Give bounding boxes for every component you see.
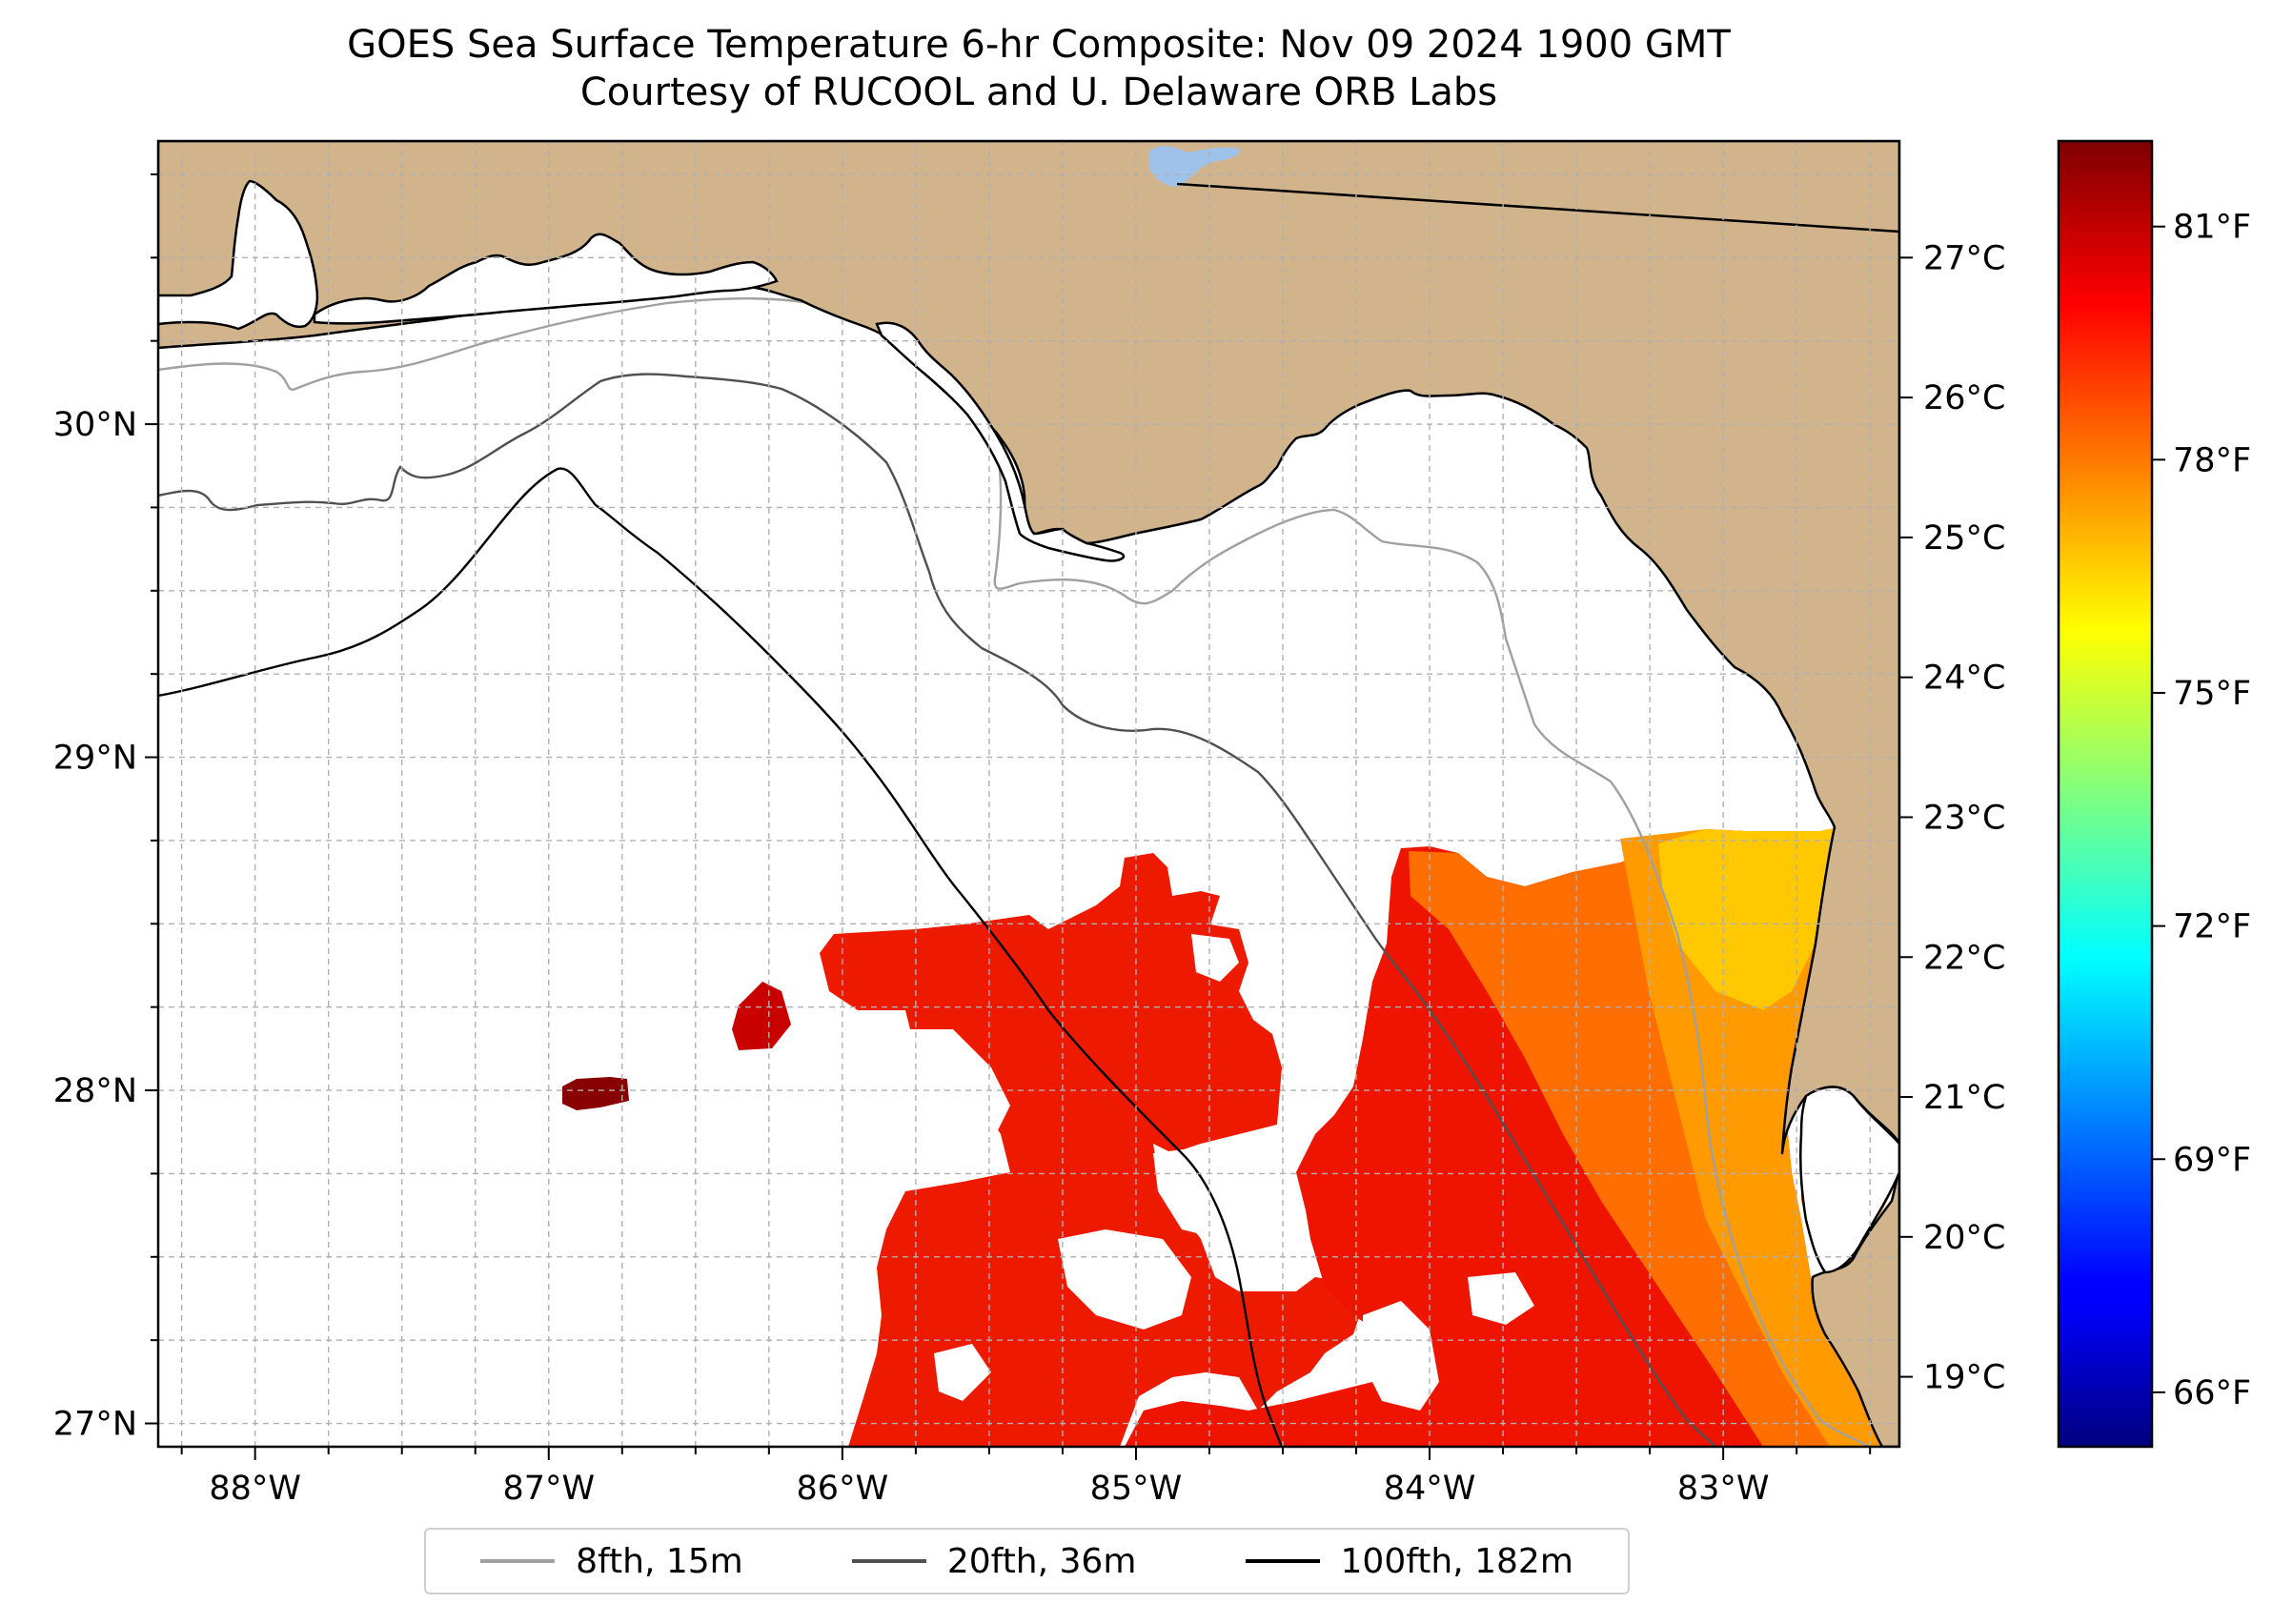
bathymetry-contours xyxy=(158,297,1869,1447)
legend-label-8fth: 8fth, 15m xyxy=(576,1541,743,1581)
colorbar xyxy=(2057,139,2154,1449)
sst-patch-west-extension xyxy=(732,982,791,1050)
map-area xyxy=(158,141,1899,1447)
sst-patch-nearshore-cool xyxy=(1658,827,1839,1010)
map-title: GOES Sea Surface Temperature 6-hr Compos… xyxy=(0,21,2078,116)
apalachicola-bay-water xyxy=(875,321,1126,562)
colorbar-f-tick-label: 81°F xyxy=(2173,209,2251,247)
lon-tick-label: 85°W xyxy=(1090,1470,1183,1508)
legend-label-100fth: 100fth, 182m xyxy=(1340,1541,1573,1581)
colorbar-c-tick-label: 23°C xyxy=(1923,799,2005,837)
sst-gap xyxy=(934,1344,991,1401)
lon-tick-label: 88°W xyxy=(209,1470,301,1508)
lon-tick-label: 87°W xyxy=(502,1470,595,1508)
sst-gap xyxy=(1153,1148,1239,1239)
sst-gap xyxy=(872,1029,1010,1158)
legend-swatch-100fth xyxy=(1245,1559,1320,1563)
lon-tick-label: 83°W xyxy=(1677,1470,1770,1508)
state-border xyxy=(1176,182,1899,233)
title-line-2: Courtesy of RUCOOL and U. Delaware ORB L… xyxy=(579,71,1498,114)
bay-water xyxy=(313,233,779,325)
longitude-axis: 88°W 87°W 86°W 85°W 84°W 83°W xyxy=(180,1447,1872,1508)
legend-item-100fth: 100fth, 182m xyxy=(1245,1541,1573,1581)
colorbar-celsius-axis: 19°C 20°C 21°C 22°C 23°C 24°C 25°C 26°C 27°C xyxy=(1899,239,2005,1397)
colorbar-c-tick-label: 20°C xyxy=(1923,1219,2005,1257)
lat-tick-label: 30°N xyxy=(53,406,137,444)
tampa-bay-water xyxy=(1799,1086,1899,1274)
colorbar-c-tick-label: 19°C xyxy=(1923,1359,2005,1397)
lon-tick-label: 84°W xyxy=(1384,1470,1476,1508)
colorbar-f-tick-label: 72°F xyxy=(2173,908,2251,946)
legend-swatch-20fth xyxy=(851,1559,926,1563)
latitude-axis: 27°N 28°N 29°N 30°N xyxy=(53,173,158,1444)
contour-legend: 8fth, 15m 20fth, 36m 100fth, 182m xyxy=(424,1528,1630,1594)
legend-item-20fth: 20fth, 36m xyxy=(851,1541,1137,1581)
colorbar-f-tick-label: 69°F xyxy=(2173,1141,2251,1179)
lake-seminole xyxy=(1148,146,1240,187)
sst-data-layer xyxy=(562,827,1899,1447)
sst-patch-east-mid xyxy=(1620,827,1882,1447)
sst-gap xyxy=(1468,1272,1534,1325)
lon-tick-label: 86°W xyxy=(797,1470,889,1508)
colorbar-c-tick-label: 22°C xyxy=(1923,939,2005,977)
sst-gap xyxy=(1363,1301,1439,1411)
map-gridlines xyxy=(158,141,1899,1447)
colorbar-c-tick-label: 26°C xyxy=(1923,379,2005,417)
sst-patch-warm-spot xyxy=(562,1077,629,1110)
map-frame xyxy=(156,139,1901,1449)
title-line-1: GOES Sea Surface Temperature 6-hr Compos… xyxy=(347,23,1731,67)
legend-item-8fth: 8fth, 15m xyxy=(480,1542,743,1581)
lat-tick-label: 29°N xyxy=(53,740,137,778)
colorbar-c-tick-label: 25°C xyxy=(1923,519,2005,558)
contour-8fth xyxy=(158,297,1869,1447)
contour-20fth xyxy=(158,373,1716,1447)
contour-100fth xyxy=(158,467,1284,1447)
lat-tick-label: 28°N xyxy=(53,1072,137,1110)
colorbar-c-tick-label: 24°C xyxy=(1923,660,2005,698)
colorbar-f-tick-label: 75°F xyxy=(2173,675,2251,713)
legend-label-20fth: 20fth, 36m xyxy=(946,1541,1137,1581)
mobile-bay-water xyxy=(158,179,319,331)
colorbar-fahrenheit-axis: 66°F 69°F 72°F 75°F 78°F 81°F xyxy=(2152,209,2251,1412)
legend-swatch-8fth xyxy=(480,1559,556,1563)
lat-tick-label: 27°N xyxy=(53,1406,137,1444)
colorbar-c-tick-label: 27°C xyxy=(1923,239,2005,277)
sst-patch-west xyxy=(820,853,1363,1447)
colorbar-f-tick-label: 66°F xyxy=(2173,1374,2251,1412)
colorbar-f-tick-label: 78°F xyxy=(2173,441,2251,479)
sst-gap xyxy=(1191,934,1239,982)
colorbar-c-tick-label: 21°C xyxy=(1923,1079,2005,1117)
sst-gap xyxy=(1058,1229,1191,1330)
